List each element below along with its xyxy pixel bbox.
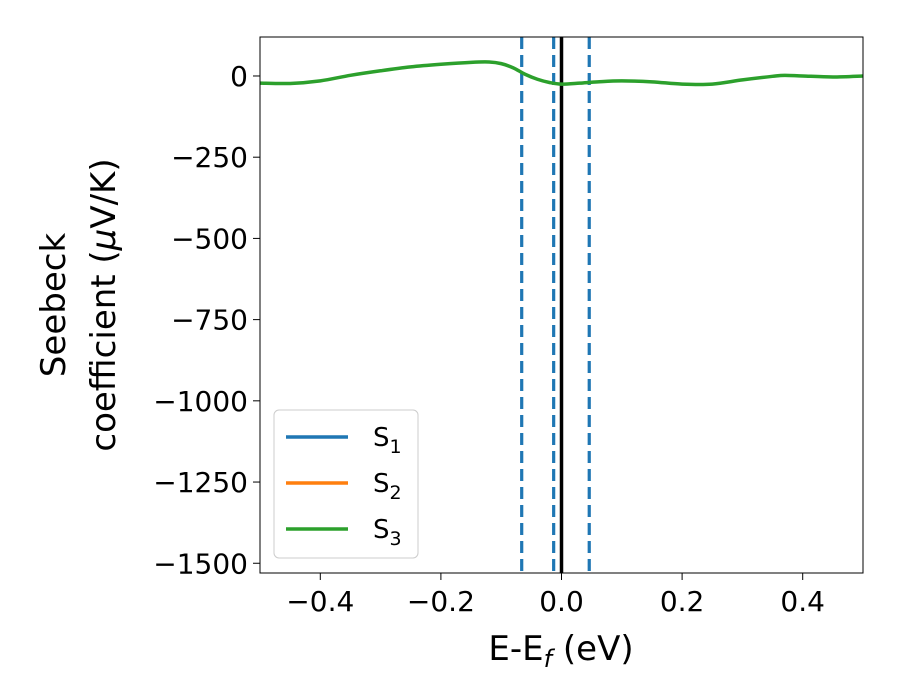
y-axis-title: Seebeck coefficient (μV/K) [34, 158, 124, 451]
series-line-s3 [260, 60, 863, 87]
legend: S1 S2 S3 [273, 409, 419, 559]
y-tick-label: 0 [230, 60, 248, 93]
x-tick-label: 0.4 [780, 585, 825, 618]
y-tick-label: −1000 [153, 385, 248, 418]
y-tick-label: −500 [171, 222, 248, 255]
y-tick-label: −1250 [153, 466, 248, 499]
plot-contents [260, 37, 863, 573]
y-tick-label: −1500 [153, 547, 248, 580]
x-tick-label: −0.2 [407, 585, 475, 618]
y-tick-label: −750 [171, 304, 248, 337]
legend-label-s3: S3 [373, 515, 402, 550]
x-tick-label: 0.2 [660, 585, 705, 618]
plot-area [260, 37, 863, 573]
y-axis-title-line1: Seebeck [34, 233, 74, 378]
x-tick-label: 0.0 [539, 585, 584, 618]
x-axis-title: E-Ef (eV) [488, 629, 633, 673]
x-tick-label: −0.4 [286, 585, 354, 618]
y-axis-title-line2: coefficient (μV/K) [84, 158, 124, 451]
legend-label-s2: S2 [373, 469, 402, 504]
axes: −0.4 −0.2 0.0 0.2 0.4 0 −250 −500 −750 −1000 −1250… [153, 36, 864, 618]
y-tick-label: −250 [171, 141, 248, 174]
legend-label-s1: S1 [373, 423, 402, 458]
